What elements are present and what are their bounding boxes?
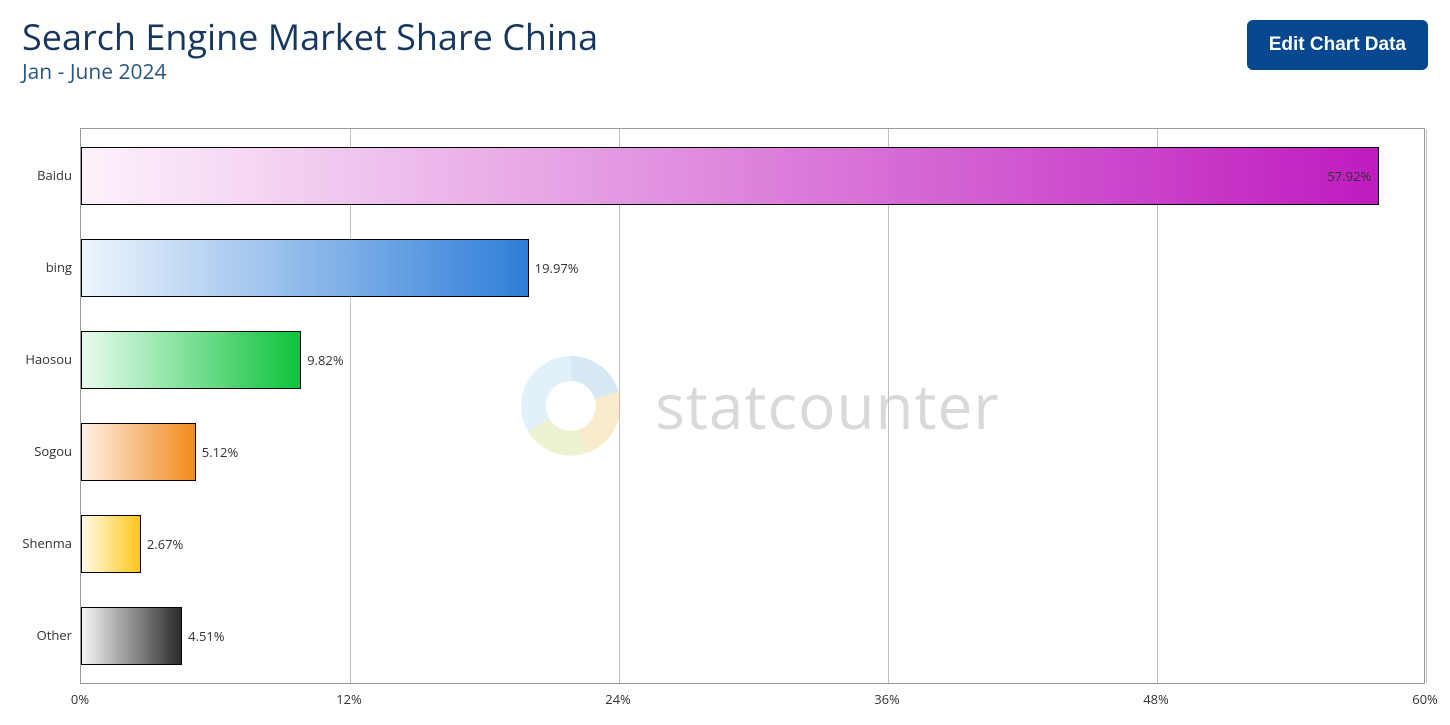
bar-value-label: 19.97% [535, 259, 579, 277]
y-axis-category-label: Sogou [0, 442, 72, 460]
gridline [888, 129, 889, 683]
page-subtitle: Jan - June 2024 [22, 58, 598, 86]
chart-plot-area: statcounter 57.92% 19.97% 9.82% 5.12% 2.67% 4… [80, 128, 1425, 684]
bar-shenma[interactable] [81, 515, 141, 573]
y-axis-category-label: Haosou [0, 350, 72, 368]
watermark: statcounter [505, 341, 1000, 471]
edit-chart-data-button[interactable]: Edit Chart Data [1247, 20, 1428, 70]
gridline [1426, 129, 1427, 683]
gridline [1157, 129, 1158, 683]
title-block: Search Engine Market Share China Jan - J… [22, 15, 598, 86]
bar-value-label: 2.67% [147, 535, 183, 553]
bar-value-label: 4.51% [188, 627, 224, 645]
x-axis-tick-label: 0% [71, 690, 89, 708]
bar-value-label: 9.82% [307, 351, 343, 369]
bar-other[interactable] [81, 607, 182, 665]
bar-value-label: 57.92% [1327, 167, 1418, 185]
header: Search Engine Market Share China Jan - J… [0, 0, 1450, 91]
x-axis-tick-label: 24% [605, 690, 631, 708]
x-axis-tick-label: 48% [1143, 690, 1169, 708]
bar-baidu[interactable] [81, 147, 1379, 205]
bar-haosou[interactable] [81, 331, 301, 389]
statcounter-logo-icon [505, 341, 635, 471]
gridline [619, 129, 620, 683]
bar-sogou[interactable] [81, 423, 196, 481]
watermark-text: statcounter [655, 364, 1000, 448]
gridline [350, 129, 351, 683]
x-axis-tick-label: 12% [336, 690, 362, 708]
y-axis-category-label: Baidu [0, 166, 72, 184]
y-axis-category-label: Other [0, 626, 72, 644]
bar-value-label: 5.12% [202, 443, 238, 461]
x-axis-tick-label: 60% [1412, 690, 1438, 708]
bar-bing[interactable] [81, 239, 529, 297]
page-title: Search Engine Market Share China [22, 15, 598, 58]
x-axis-tick-label: 36% [874, 690, 900, 708]
y-axis-category-label: bing [0, 258, 72, 276]
y-axis-category-label: Shenma [0, 534, 72, 552]
